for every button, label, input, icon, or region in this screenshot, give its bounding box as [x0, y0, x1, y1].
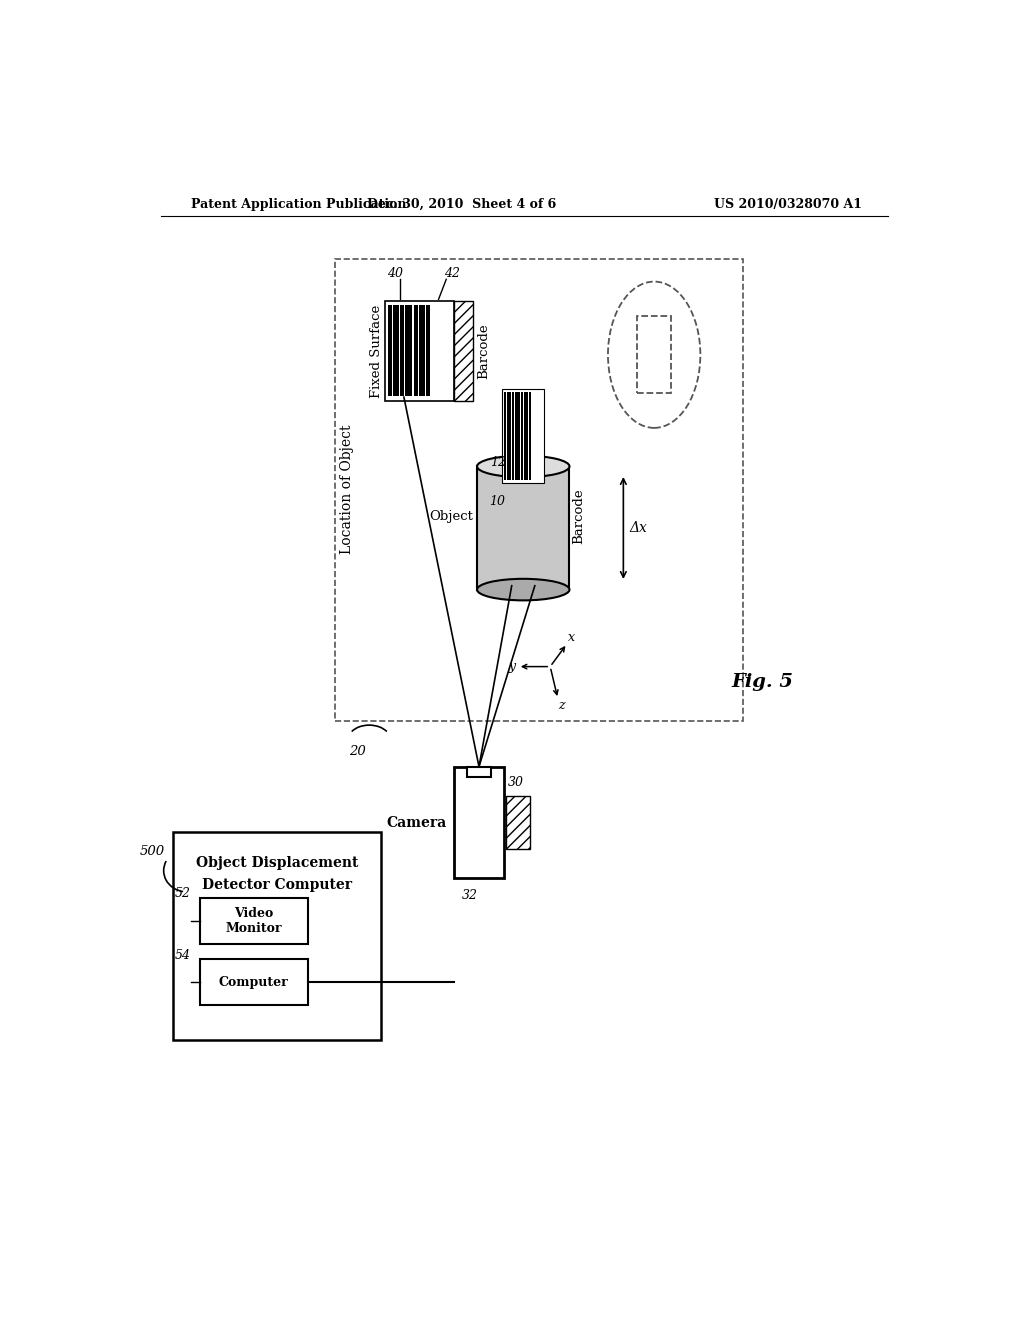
Bar: [398, 305, 400, 396]
Bar: [414, 305, 418, 396]
Text: 10: 10: [489, 495, 505, 508]
Text: x: x: [568, 631, 575, 644]
Bar: [502, 389, 544, 483]
Text: Detector Computer: Detector Computer: [202, 878, 352, 891]
Text: 12: 12: [490, 455, 507, 469]
Bar: [418, 305, 419, 396]
Bar: [512, 392, 514, 480]
Text: z: z: [558, 698, 564, 711]
Text: 54: 54: [175, 949, 190, 962]
Text: 32: 32: [462, 888, 477, 902]
Bar: [507, 392, 511, 480]
Text: Fig. 5: Fig. 5: [731, 673, 793, 690]
Bar: [521, 392, 523, 480]
Text: 20: 20: [349, 744, 367, 758]
Text: Barcode: Barcode: [477, 323, 490, 379]
Bar: [637, 317, 672, 393]
Bar: [413, 305, 414, 396]
Bar: [524, 392, 528, 480]
Text: 42: 42: [444, 268, 461, 280]
Text: 40: 40: [387, 268, 403, 280]
Bar: [335, 259, 742, 721]
Bar: [528, 392, 531, 480]
Bar: [391, 305, 393, 396]
Text: Location of Object: Location of Object: [340, 425, 354, 554]
Bar: [200, 960, 307, 1006]
Ellipse shape: [477, 579, 569, 601]
Ellipse shape: [477, 455, 569, 478]
Text: y: y: [508, 660, 515, 673]
Bar: [504, 392, 506, 480]
Bar: [425, 305, 426, 396]
Bar: [388, 305, 391, 396]
Text: Object: Object: [429, 510, 473, 523]
Text: Object Displacement: Object Displacement: [196, 855, 358, 870]
Bar: [454, 301, 473, 401]
Bar: [403, 305, 406, 396]
Bar: [393, 305, 398, 396]
Text: Patent Application Publication: Patent Application Publication: [190, 198, 407, 211]
Bar: [515, 392, 520, 480]
Bar: [400, 305, 403, 396]
Text: 52: 52: [175, 887, 190, 900]
Bar: [506, 796, 530, 850]
Bar: [467, 767, 490, 777]
Bar: [454, 767, 504, 878]
Text: 500: 500: [140, 845, 165, 858]
Text: 30: 30: [508, 776, 524, 788]
Bar: [419, 305, 425, 396]
Text: Video
Monitor: Video Monitor: [225, 907, 282, 935]
Bar: [385, 301, 454, 401]
Bar: [426, 305, 430, 396]
Text: Barcode: Barcode: [572, 488, 585, 544]
Text: Δx: Δx: [630, 521, 647, 535]
Text: Camera: Camera: [386, 816, 446, 829]
Text: Dec. 30, 2010  Sheet 4 of 6: Dec. 30, 2010 Sheet 4 of 6: [367, 198, 556, 211]
Text: Computer: Computer: [219, 975, 289, 989]
Text: Fixed Surface: Fixed Surface: [371, 305, 383, 397]
Bar: [200, 898, 307, 944]
Bar: [477, 466, 569, 590]
Bar: [173, 832, 381, 1040]
Bar: [406, 305, 413, 396]
Text: US 2010/0328070 A1: US 2010/0328070 A1: [714, 198, 862, 211]
